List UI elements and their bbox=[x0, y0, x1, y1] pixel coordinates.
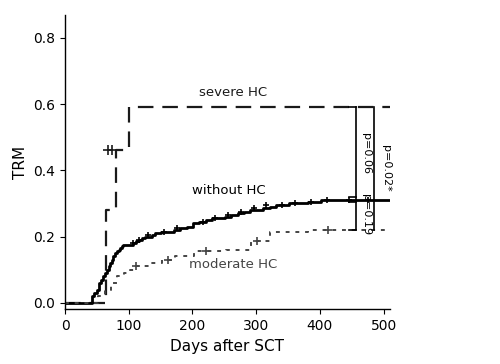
Text: without HC: without HC bbox=[192, 184, 266, 197]
Text: p=0.02*: p=0.02* bbox=[381, 145, 391, 192]
X-axis label: Days after SCT: Days after SCT bbox=[170, 339, 284, 354]
Text: severe HC: severe HC bbox=[199, 86, 267, 99]
Text: p=0.19: p=0.19 bbox=[360, 194, 370, 236]
Text: moderate HC: moderate HC bbox=[190, 258, 278, 271]
Y-axis label: TRM: TRM bbox=[12, 145, 28, 179]
Text: p=0.06: p=0.06 bbox=[360, 133, 370, 174]
